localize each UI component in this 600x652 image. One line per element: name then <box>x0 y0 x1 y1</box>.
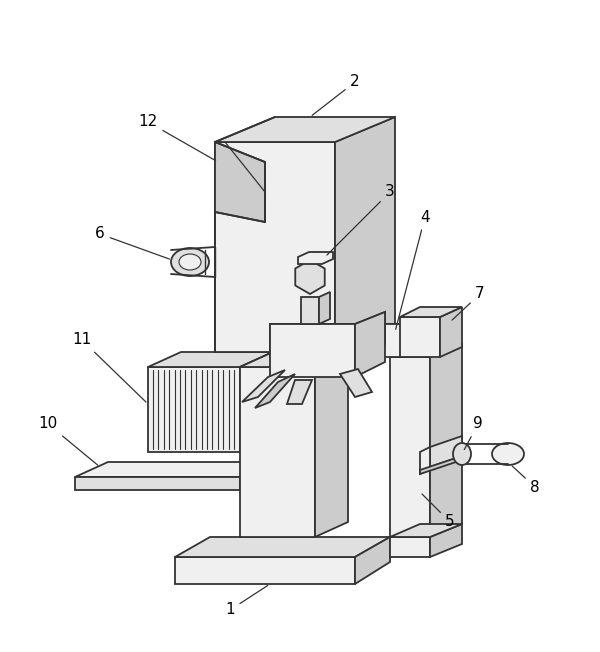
Polygon shape <box>215 142 265 222</box>
Polygon shape <box>240 367 315 537</box>
Polygon shape <box>75 477 240 490</box>
Polygon shape <box>295 260 325 294</box>
Polygon shape <box>148 352 273 367</box>
Text: 11: 11 <box>73 333 146 402</box>
Polygon shape <box>319 292 330 324</box>
Polygon shape <box>240 352 273 452</box>
Polygon shape <box>440 307 462 357</box>
Text: 6: 6 <box>95 226 169 259</box>
Polygon shape <box>420 456 462 474</box>
Ellipse shape <box>171 248 209 276</box>
Text: 3: 3 <box>327 185 395 255</box>
Polygon shape <box>255 374 295 408</box>
Polygon shape <box>315 310 460 344</box>
Polygon shape <box>215 142 335 352</box>
Polygon shape <box>215 117 395 142</box>
Polygon shape <box>390 344 462 357</box>
Ellipse shape <box>179 254 201 270</box>
Polygon shape <box>355 537 390 584</box>
Polygon shape <box>430 436 462 467</box>
Text: 2: 2 <box>312 74 360 115</box>
Polygon shape <box>335 117 395 352</box>
Text: 1: 1 <box>225 585 268 617</box>
Polygon shape <box>175 557 355 584</box>
Polygon shape <box>355 312 385 377</box>
Polygon shape <box>240 462 273 490</box>
Ellipse shape <box>453 443 471 465</box>
Polygon shape <box>430 524 462 557</box>
Polygon shape <box>400 317 440 357</box>
Polygon shape <box>242 370 285 402</box>
Text: 5: 5 <box>422 494 455 529</box>
Text: 4: 4 <box>396 209 430 329</box>
Polygon shape <box>430 310 460 357</box>
Polygon shape <box>75 462 273 477</box>
Polygon shape <box>420 447 430 474</box>
Text: 10: 10 <box>38 417 98 466</box>
Polygon shape <box>390 524 462 537</box>
Polygon shape <box>287 380 312 404</box>
Polygon shape <box>400 307 462 317</box>
Polygon shape <box>390 357 430 537</box>
Polygon shape <box>301 297 319 324</box>
Ellipse shape <box>492 443 524 465</box>
Polygon shape <box>298 252 333 264</box>
Polygon shape <box>270 312 385 357</box>
Polygon shape <box>315 352 348 537</box>
Polygon shape <box>390 537 430 557</box>
Polygon shape <box>240 352 348 367</box>
Text: 9: 9 <box>464 417 483 449</box>
Text: 8: 8 <box>512 466 540 494</box>
Polygon shape <box>148 367 240 452</box>
Polygon shape <box>175 537 390 557</box>
Polygon shape <box>430 344 462 537</box>
Text: 7: 7 <box>452 286 485 320</box>
Polygon shape <box>315 324 430 357</box>
Text: 12: 12 <box>139 115 215 160</box>
Polygon shape <box>340 369 372 397</box>
Polygon shape <box>270 324 355 377</box>
